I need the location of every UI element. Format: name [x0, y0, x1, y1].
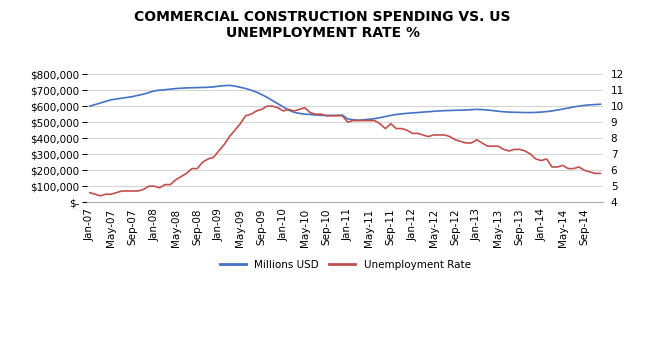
Text: COMMERCIAL CONSTRUCTION SPENDING VS. US
UNEMPLOYMENT RATE %: COMMERCIAL CONSTRUCTION SPENDING VS. US …: [134, 10, 511, 40]
Legend: Millions USD, Unemployment Rate: Millions USD, Unemployment Rate: [215, 255, 475, 274]
